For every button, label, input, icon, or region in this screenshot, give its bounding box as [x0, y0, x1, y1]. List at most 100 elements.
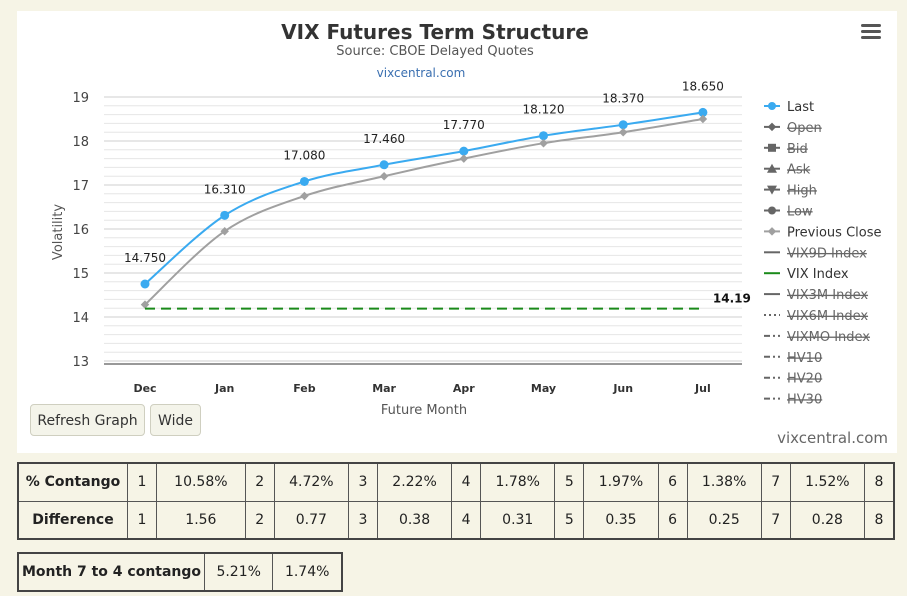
- contango-value: 2.22%: [376, 462, 453, 502]
- legend-item[interactable]: HV30: [764, 393, 822, 408]
- legend-marker: [767, 163, 777, 173]
- point-previous-close: [140, 300, 150, 309]
- contango-month-index: 6: [657, 462, 688, 502]
- point-previous-close: [379, 171, 389, 181]
- legend-label: VIX3M Index: [787, 288, 868, 303]
- refresh-graph-button[interactable]: Refresh Graph: [30, 404, 145, 436]
- contango-value: 0.28: [789, 500, 866, 540]
- legend-label: Open: [787, 121, 822, 136]
- wide-button[interactable]: Wide: [150, 404, 201, 436]
- x-tick-label: Mar: [372, 382, 396, 395]
- y-axis-ticks: 13 14 15 16 17 18 19: [72, 91, 89, 370]
- month-contango-table: Month 7 to 4 contango 5.21% 1.74%: [17, 552, 343, 592]
- watermark: vixcentral.com: [777, 429, 888, 447]
- legend-item[interactable]: VIX9D Index: [764, 246, 867, 261]
- legend-item[interactable]: VIX6M Index: [764, 309, 868, 324]
- point-previous-close: [459, 154, 469, 163]
- legend-label: HV30: [787, 393, 822, 408]
- contango-month-index: 4: [451, 500, 482, 540]
- legend-label: Low: [787, 205, 813, 220]
- contango-month-index: 1: [127, 500, 157, 540]
- x-tick-label: May: [531, 382, 556, 395]
- contango-row-label: Difference: [17, 500, 128, 540]
- legend-item[interactable]: HV20: [764, 372, 822, 387]
- legend-marker: [768, 206, 776, 215]
- vix-index-label: 14.19: [713, 292, 751, 306]
- legend-item[interactable]: Open: [764, 121, 822, 136]
- point-previous-close: [300, 191, 309, 201]
- contango-month-index: 1: [127, 462, 157, 502]
- legend-item[interactable]: VIX3M Index: [764, 288, 868, 303]
- contango-row-label: % Contango: [17, 462, 128, 502]
- contango-value: 4.72%: [273, 462, 349, 502]
- data-label: 17.770: [443, 118, 485, 132]
- point-last: [698, 107, 708, 117]
- contango-value: 1.97%: [583, 462, 659, 502]
- point-previous-close: [698, 114, 708, 124]
- point-previous-close: [220, 226, 229, 236]
- legend-label: VIX9D Index: [787, 246, 867, 261]
- point-last: [220, 210, 230, 220]
- chart-subtitle: Source: CBOE Delayed Quotes: [336, 44, 534, 59]
- contango-value: 0.35: [583, 500, 659, 540]
- legend-marker: [767, 185, 777, 195]
- contango-value: 0.38: [376, 500, 453, 540]
- legend: Last Open Bid Ask High Low Previous Close VIX9D…: [764, 100, 882, 408]
- y-tick-label: 19: [72, 91, 89, 106]
- y-tick-label: 15: [72, 267, 89, 282]
- data-label: 18.370: [602, 92, 644, 106]
- legend-label: VIX Index: [787, 267, 849, 282]
- contango-table: % Contango 1 10.58% 2 4.72% 3 2.22% 4 1.78% 5 1.97…: [17, 462, 895, 540]
- month-contango-value-1: 5.21%: [203, 552, 274, 592]
- contango-month-index: 8: [864, 500, 895, 540]
- x-axis-ticks: Dec Jan Feb Mar Apr May Jun Jul: [133, 382, 710, 395]
- contango-value: 0.31: [480, 500, 556, 540]
- contango-month-index: 2: [244, 500, 275, 540]
- point-previous-close: [618, 127, 628, 137]
- contango-month-index: 5: [554, 462, 585, 502]
- y-tick-label: 18: [72, 135, 89, 150]
- legend-label: HV20: [787, 372, 822, 387]
- contango-value: 10.58%: [156, 462, 246, 502]
- data-label: 16.310: [204, 182, 246, 196]
- legend-item[interactable]: Low: [764, 205, 813, 220]
- y-tick-label: 13: [72, 355, 89, 370]
- contango-value: 1.52%: [789, 462, 866, 502]
- menu-icon[interactable]: [861, 24, 881, 40]
- contango-month-index: 5: [554, 500, 585, 540]
- point-last: [140, 279, 150, 289]
- grid-lines: [104, 96, 742, 362]
- contango-month-index: 6: [657, 500, 688, 540]
- contango-value: 1.56: [156, 500, 246, 540]
- point-last: [299, 176, 309, 186]
- legend-item[interactable]: High: [764, 184, 817, 199]
- x-tick-label: Feb: [293, 382, 316, 395]
- legend-item[interactable]: Ask: [764, 163, 811, 178]
- y-tick-label: 14: [72, 311, 89, 326]
- legend-item[interactable]: Bid: [764, 142, 808, 157]
- legend-item[interactable]: Previous Close: [764, 225, 882, 240]
- legend-label: Bid: [787, 142, 808, 157]
- data-label: 17.080: [283, 148, 325, 162]
- legend-marker: [768, 143, 776, 152]
- data-label: 17.460: [363, 132, 405, 146]
- contango-value: 0.77: [273, 500, 349, 540]
- legend-item[interactable]: Last: [764, 100, 814, 115]
- month-contango-value-2: 1.74%: [272, 552, 343, 592]
- legend-item[interactable]: VIXMO Index: [764, 330, 870, 345]
- chart-credit-link[interactable]: vixcentral.com: [377, 66, 466, 80]
- legend-item[interactable]: HV10: [764, 351, 822, 366]
- contango-month-index: 2: [244, 462, 275, 502]
- legend-label: Ask: [787, 163, 811, 178]
- contango-month-index: 8: [864, 462, 895, 502]
- legend-label: High: [787, 184, 817, 199]
- contango-value: 0.25: [686, 500, 762, 540]
- point-last: [539, 131, 548, 141]
- legend-item[interactable]: VIX Index: [764, 267, 849, 282]
- legend-label: Last: [787, 100, 814, 115]
- contango-month-index: 7: [760, 462, 791, 502]
- chart-title: VIX Futures Term Structure: [281, 20, 589, 44]
- legend-marker: [768, 102, 776, 110]
- contango-month-index: 7: [760, 500, 791, 540]
- legend-label: VIXMO Index: [787, 330, 870, 345]
